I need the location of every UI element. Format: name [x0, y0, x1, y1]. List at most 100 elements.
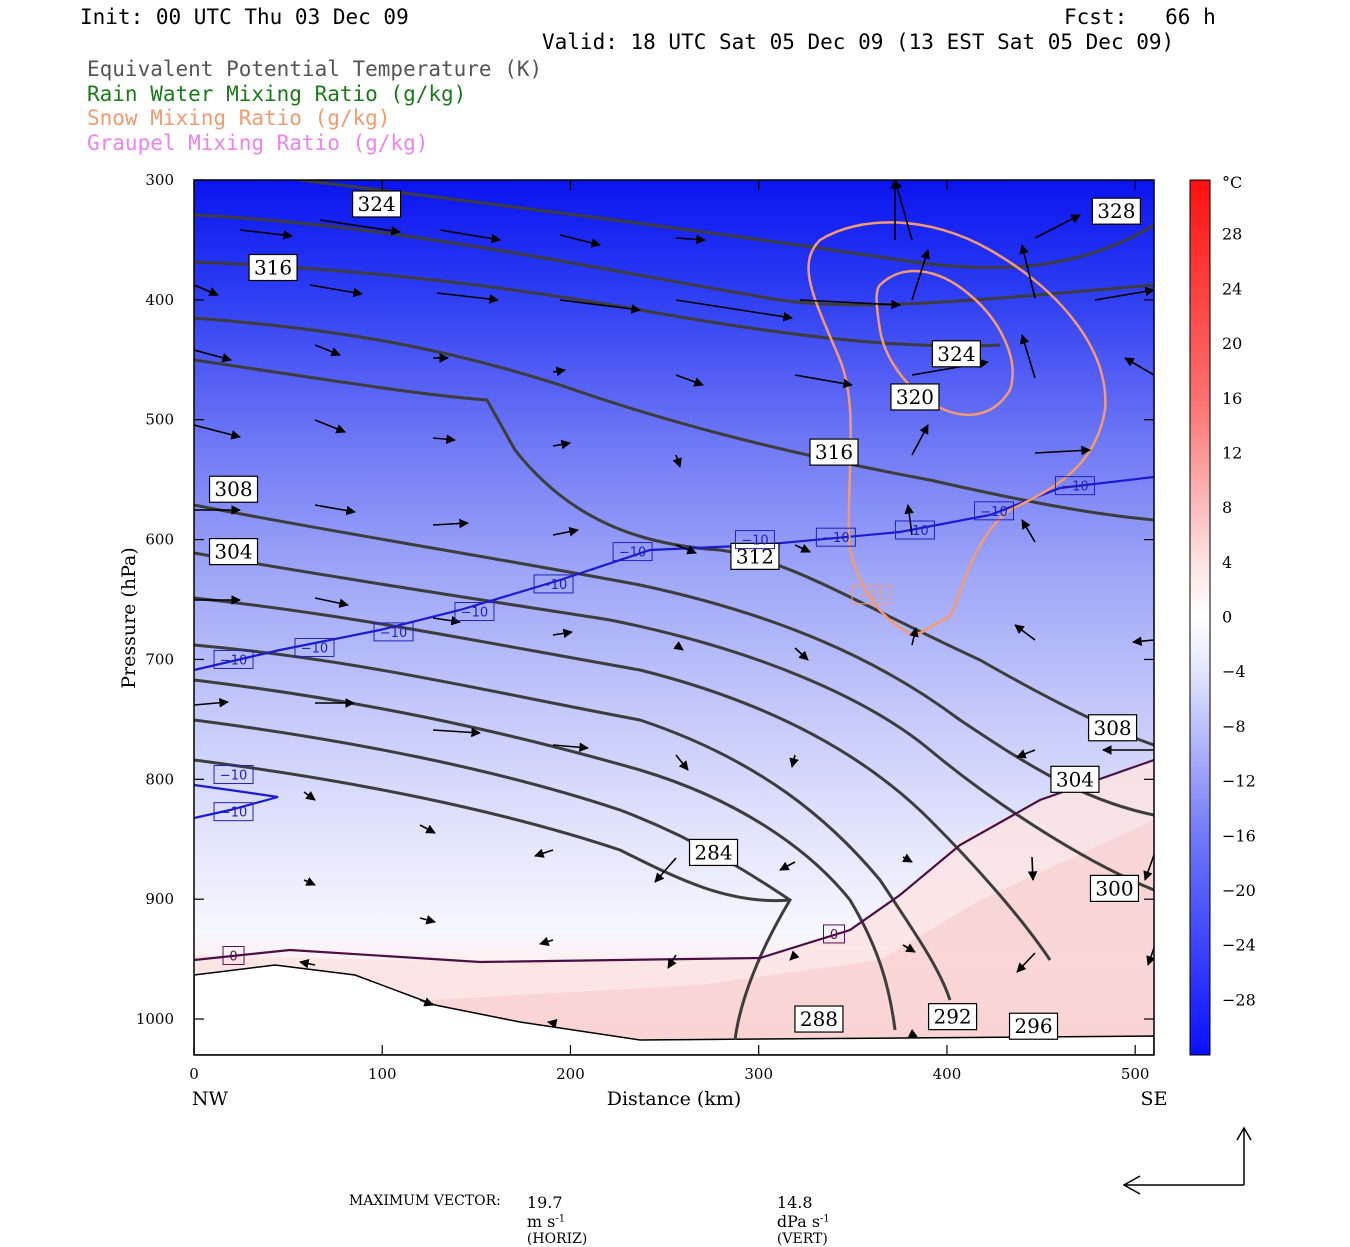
theta-e-label: 288 — [800, 1007, 838, 1031]
theta-e-label: 308 — [214, 477, 252, 501]
temperature-label-box — [213, 649, 254, 669]
theta-e-label-box — [927, 1003, 978, 1031]
x-axis-start-label: NW — [192, 1088, 229, 1110]
theta-e-label-box — [809, 438, 859, 466]
colorbar-ticks: 28 24 20 16 12 8 4 0 −4 −8 −12 −16 −20 −24 −28 — [1222, 225, 1256, 1010]
colorbar-tick-label: 0 — [1222, 608, 1232, 627]
plot-frame — [193, 179, 1155, 1056]
theta-e-label-box — [1050, 765, 1100, 793]
temperature-label-box — [612, 542, 653, 562]
colorbar-tick-label: −16 — [1222, 826, 1256, 845]
legend-graupel: Graupel Mixing Ratio (g/kg) — [87, 131, 429, 155]
theta-e-label-box — [1087, 714, 1138, 742]
theta-e-label: 316 — [254, 256, 292, 280]
x-axis-title: Distance (km) — [607, 1088, 742, 1110]
y-tick-label: 500 — [145, 411, 174, 429]
y-tick-label: 900 — [145, 890, 174, 908]
colorbar-tick-label: 8 — [1222, 498, 1232, 517]
temperature-label: −10 — [301, 641, 328, 656]
x-tick-label: 200 — [556, 1065, 585, 1083]
x-tick-label: 100 — [368, 1065, 397, 1083]
theta-e-label-box — [688, 838, 739, 867]
colorbar-tick-label: 12 — [1222, 443, 1242, 462]
isotherm-minus-10-lower — [194, 783, 279, 820]
colorbar-unit: °C — [1222, 173, 1242, 192]
vert-exp: -1 — [820, 1213, 830, 1225]
temperature-label-box — [373, 622, 414, 642]
theta-e-label-box — [208, 475, 259, 503]
temperature-label: −10 — [980, 505, 1007, 520]
temperature-label-box — [894, 520, 935, 540]
x-tick-label: 300 — [744, 1065, 773, 1083]
wind-vectors — [194, 180, 1154, 1039]
isotherm-zero — [194, 758, 1154, 964]
theta-e-label: 304 — [1056, 767, 1094, 791]
y-tick-label: 700 — [145, 650, 174, 668]
x-axis: 0 100 200 300 400 500 — [189, 180, 1149, 1083]
temperature-label: −10 — [461, 606, 488, 621]
theta-e-label: 304 — [214, 540, 252, 564]
temperature-label: −10 — [220, 769, 247, 784]
legend-theta-e: Equivalent Potential Temperature (K) — [87, 57, 543, 81]
warm-air-core — [430, 820, 1154, 1055]
colorbar-tick-label: 24 — [1222, 279, 1242, 298]
temperature-label-box — [533, 574, 574, 594]
vector-scale-icon — [1122, 1126, 1252, 1195]
colorbar-tick-label: 4 — [1222, 553, 1232, 572]
temperature-label-box — [823, 924, 845, 944]
theta-e-label: 296 — [1014, 1014, 1052, 1038]
temperature-label-box — [213, 765, 254, 785]
colorbar-tick-label: 28 — [1222, 225, 1242, 244]
theta-e-label-box — [1089, 874, 1140, 902]
init-time: Init: 00 UTC Thu 03 Dec 09 — [80, 5, 409, 29]
vert-unit: dPa s — [776, 1212, 821, 1231]
horiz-value: 19.7 — [526, 1193, 563, 1212]
y-tick-label: 400 — [145, 291, 174, 309]
theta-e-label: 324 — [357, 192, 395, 216]
temperature-label: −10 — [741, 534, 768, 549]
y-tick-label: 800 — [145, 770, 174, 788]
horiz-unit: m s — [526, 1212, 556, 1231]
colorbar — [1189, 179, 1211, 1056]
theta-e-label-box — [931, 340, 981, 368]
temperature-label-box — [734, 530, 775, 550]
terrain — [194, 964, 1154, 1055]
x-tick-label: 500 — [1121, 1065, 1150, 1083]
horiz-tag: (HORIZ) — [526, 1231, 588, 1247]
temperature-label-box — [213, 802, 254, 822]
snow-contours — [807, 221, 1107, 638]
y-axis: 300 400 500 600 700 800 900 1000 — [136, 171, 1154, 1028]
horiz-exp: -1 — [555, 1213, 566, 1225]
vert-tag: (VERT) — [776, 1231, 828, 1247]
theta-e-label: 316 — [815, 440, 853, 464]
colorbar-tick-label: −28 — [1222, 990, 1256, 1009]
theta-e-label: 284 — [694, 840, 732, 864]
theta-e-label-box — [208, 537, 259, 566]
forecast-hour: Fcst: 66 h — [1064, 5, 1216, 29]
max-vector-label: MAXIMUM VECTOR: — [348, 1193, 501, 1209]
x-tick-label: 400 — [933, 1065, 962, 1083]
colorbar-tick-label: −4 — [1222, 662, 1246, 681]
theta-e-label-box — [1091, 197, 1141, 225]
temperature-label: −15 — [858, 589, 885, 604]
temperature-label-box — [454, 602, 495, 622]
theta-e-label-box — [1008, 1012, 1059, 1040]
theta-e-label-box — [351, 190, 402, 218]
legend-rain-water: Rain Water Mixing Ratio (g/kg) — [87, 82, 467, 106]
temperature-label-box — [1054, 476, 1095, 496]
temperature-label-box — [974, 501, 1014, 521]
max-vector-horizontal: 19.7 m s-1 (HORIZ) — [518, 1177, 587, 1247]
y-tick-label: 300 — [145, 171, 174, 189]
colorbar-tick-label: −12 — [1222, 772, 1256, 791]
legend-snow: Snow Mixing Ratio (g/kg) — [87, 106, 391, 130]
valid-time: Valid: 18 UTC Sat 05 Dec 09 (13 EST Sat … — [542, 30, 1175, 54]
theta-e-label: 300 — [1095, 876, 1133, 900]
vert-value: 14.8 — [776, 1193, 813, 1212]
y-axis-title: Pressure (hPa) — [118, 547, 140, 689]
temperature-label: −10 — [220, 653, 247, 668]
theta-e-label: 292 — [933, 1005, 971, 1029]
colorbar-tick-label: 16 — [1222, 389, 1242, 408]
y-tick-label: 600 — [145, 531, 174, 549]
